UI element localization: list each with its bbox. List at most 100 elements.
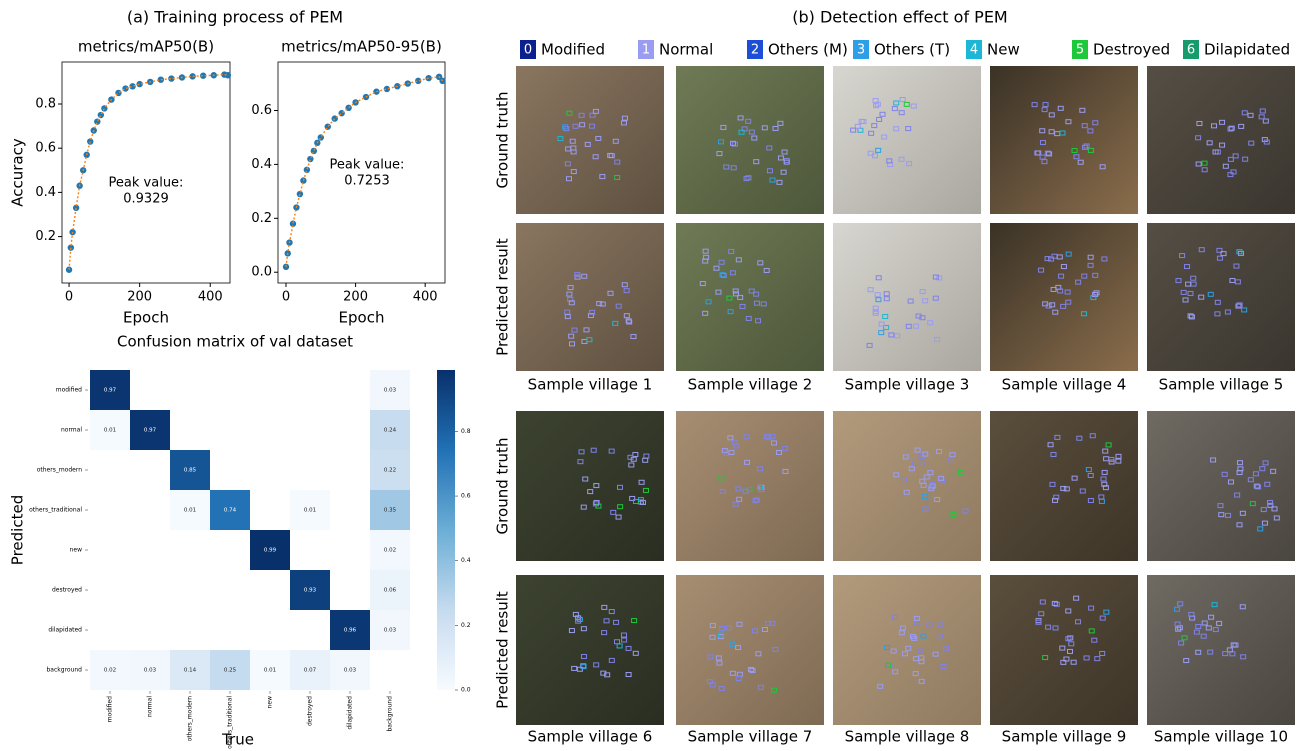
sample-label: Sample village 8 [845, 728, 970, 746]
x-tick-label: normal [147, 696, 154, 717]
cell-label: 0.03 [144, 668, 157, 674]
cell-label: 0.03 [344, 668, 357, 674]
row-label: Ground truth [494, 92, 512, 189]
sample-label: Sample village 9 [1002, 728, 1127, 746]
y-tick-label: 0.6 [251, 103, 272, 118]
legend-label: Others (M) [768, 41, 848, 59]
legend-label: Modified [541, 41, 605, 59]
cell-label: 0.24 [384, 428, 397, 434]
satellite-image [516, 575, 664, 725]
data-point [98, 112, 104, 118]
satellite-image [1147, 223, 1295, 371]
y-tick-label: 0.4 [35, 185, 56, 200]
cell-label: 0.93 [304, 588, 317, 594]
cell-label: 0.85 [184, 468, 197, 474]
cell-label: 0.01 [264, 668, 276, 674]
sample-label: Sample village 1 [528, 376, 653, 394]
x-axis-label: True [221, 731, 254, 749]
satellite-image [990, 223, 1138, 371]
legend-id: 6 [1187, 43, 1195, 58]
satellite-image [1147, 66, 1295, 214]
cell-label: 0.97 [144, 428, 157, 434]
data-point [283, 264, 289, 270]
colorbar-tick-label: 0.0 [461, 687, 471, 694]
legend-id: 5 [1076, 43, 1084, 58]
annotation: 0.9329 [123, 192, 169, 207]
legend-label: Normal [659, 41, 713, 59]
cell-label: 0.01 [304, 508, 316, 514]
x-tick-label: 200 [127, 290, 152, 305]
cell-label: 0.35 [384, 508, 397, 514]
legend-label: Others (T) [874, 41, 950, 59]
satellite-image [676, 411, 824, 561]
satellite-image [676, 575, 824, 725]
data-line [69, 75, 228, 270]
cell-label: 0.01 [104, 428, 116, 434]
panel-title: (a) Training process of PEM [127, 8, 343, 27]
x-tick-label: destroyed [307, 696, 314, 726]
y-tick-label: 0.8 [35, 96, 56, 111]
x-tick-label: others_modern [187, 696, 194, 741]
x-tick-label: background [387, 696, 394, 732]
y-tick-label: new [70, 547, 82, 554]
plot-frame [278, 62, 445, 283]
satellite-image [1147, 411, 1295, 561]
sample-label: Sample village 10 [1154, 728, 1288, 746]
legend-label: Dilapidated [1204, 41, 1290, 59]
annotation: Peak value: [109, 176, 184, 191]
chart-title: metrics/mAP50(B) [78, 38, 214, 56]
cell-label: 0.01 [184, 508, 196, 514]
x-tick-label: 200 [343, 290, 368, 305]
data-point [311, 148, 317, 154]
plot-frame [62, 62, 230, 283]
y-tick-label: destroyed [52, 587, 82, 594]
cell-label: 0.22 [384, 468, 396, 474]
y-tick-label: 0.0 [251, 265, 272, 280]
satellite-image [833, 411, 981, 561]
legend-id: 0 [524, 43, 532, 58]
legend-id: 1 [642, 43, 650, 58]
row-label: Predicted result [494, 238, 512, 356]
x-tick-label: 400 [198, 290, 223, 305]
cell-label: 0.97 [104, 388, 117, 394]
y-axis-label: Accuracy [9, 138, 27, 207]
satellite-image [676, 66, 824, 214]
data-point [338, 110, 344, 116]
sample-label: Sample village 7 [688, 728, 813, 746]
satellite-image [990, 66, 1138, 214]
cell-label: 0.03 [384, 628, 397, 634]
cell-label: 0.25 [224, 668, 237, 674]
data-point [325, 123, 331, 129]
x-axis-label: Epoch [123, 309, 169, 327]
y-tick-label: 0.4 [251, 157, 272, 172]
x-tick-label: 0 [65, 290, 73, 305]
colorbar-tick-label: 0.6 [461, 493, 471, 500]
cell-label: 0.02 [104, 668, 116, 674]
y-tick-label: others_modern [37, 467, 82, 474]
satellite-image [1147, 575, 1295, 725]
colorbar [437, 370, 455, 690]
cell-label: 0.99 [264, 548, 277, 554]
x-tick-label: modified [107, 696, 114, 722]
x-tick-label: 0 [282, 290, 290, 305]
satellite-image [516, 411, 664, 561]
x-tick-label: 400 [413, 290, 438, 305]
colorbar-tick-label: 0.2 [461, 622, 471, 629]
chart-title: metrics/mAP50-95(B) [281, 38, 442, 56]
satellite-image [833, 223, 981, 371]
y-tick-label: 0.2 [251, 211, 272, 226]
y-tick-label: dilapidated [48, 627, 82, 634]
sample-label: Sample village 5 [1159, 376, 1284, 394]
sample-label: Sample village 6 [528, 728, 653, 746]
sample-label: Sample village 3 [845, 376, 970, 394]
cell-label: 0.14 [184, 668, 197, 674]
y-tick-label: 0.6 [35, 141, 56, 156]
y-tick-label: 0.2 [35, 229, 56, 244]
sample-label: Sample village 4 [1002, 376, 1127, 394]
satellite-image [516, 223, 664, 371]
colorbar-tick-label: 0.8 [461, 428, 471, 435]
colorbar-tick-label: 0.4 [461, 557, 471, 564]
legend-id: 3 [857, 43, 865, 58]
row-label: Predicted result [494, 591, 512, 709]
cell-label: 0.07 [304, 668, 317, 674]
